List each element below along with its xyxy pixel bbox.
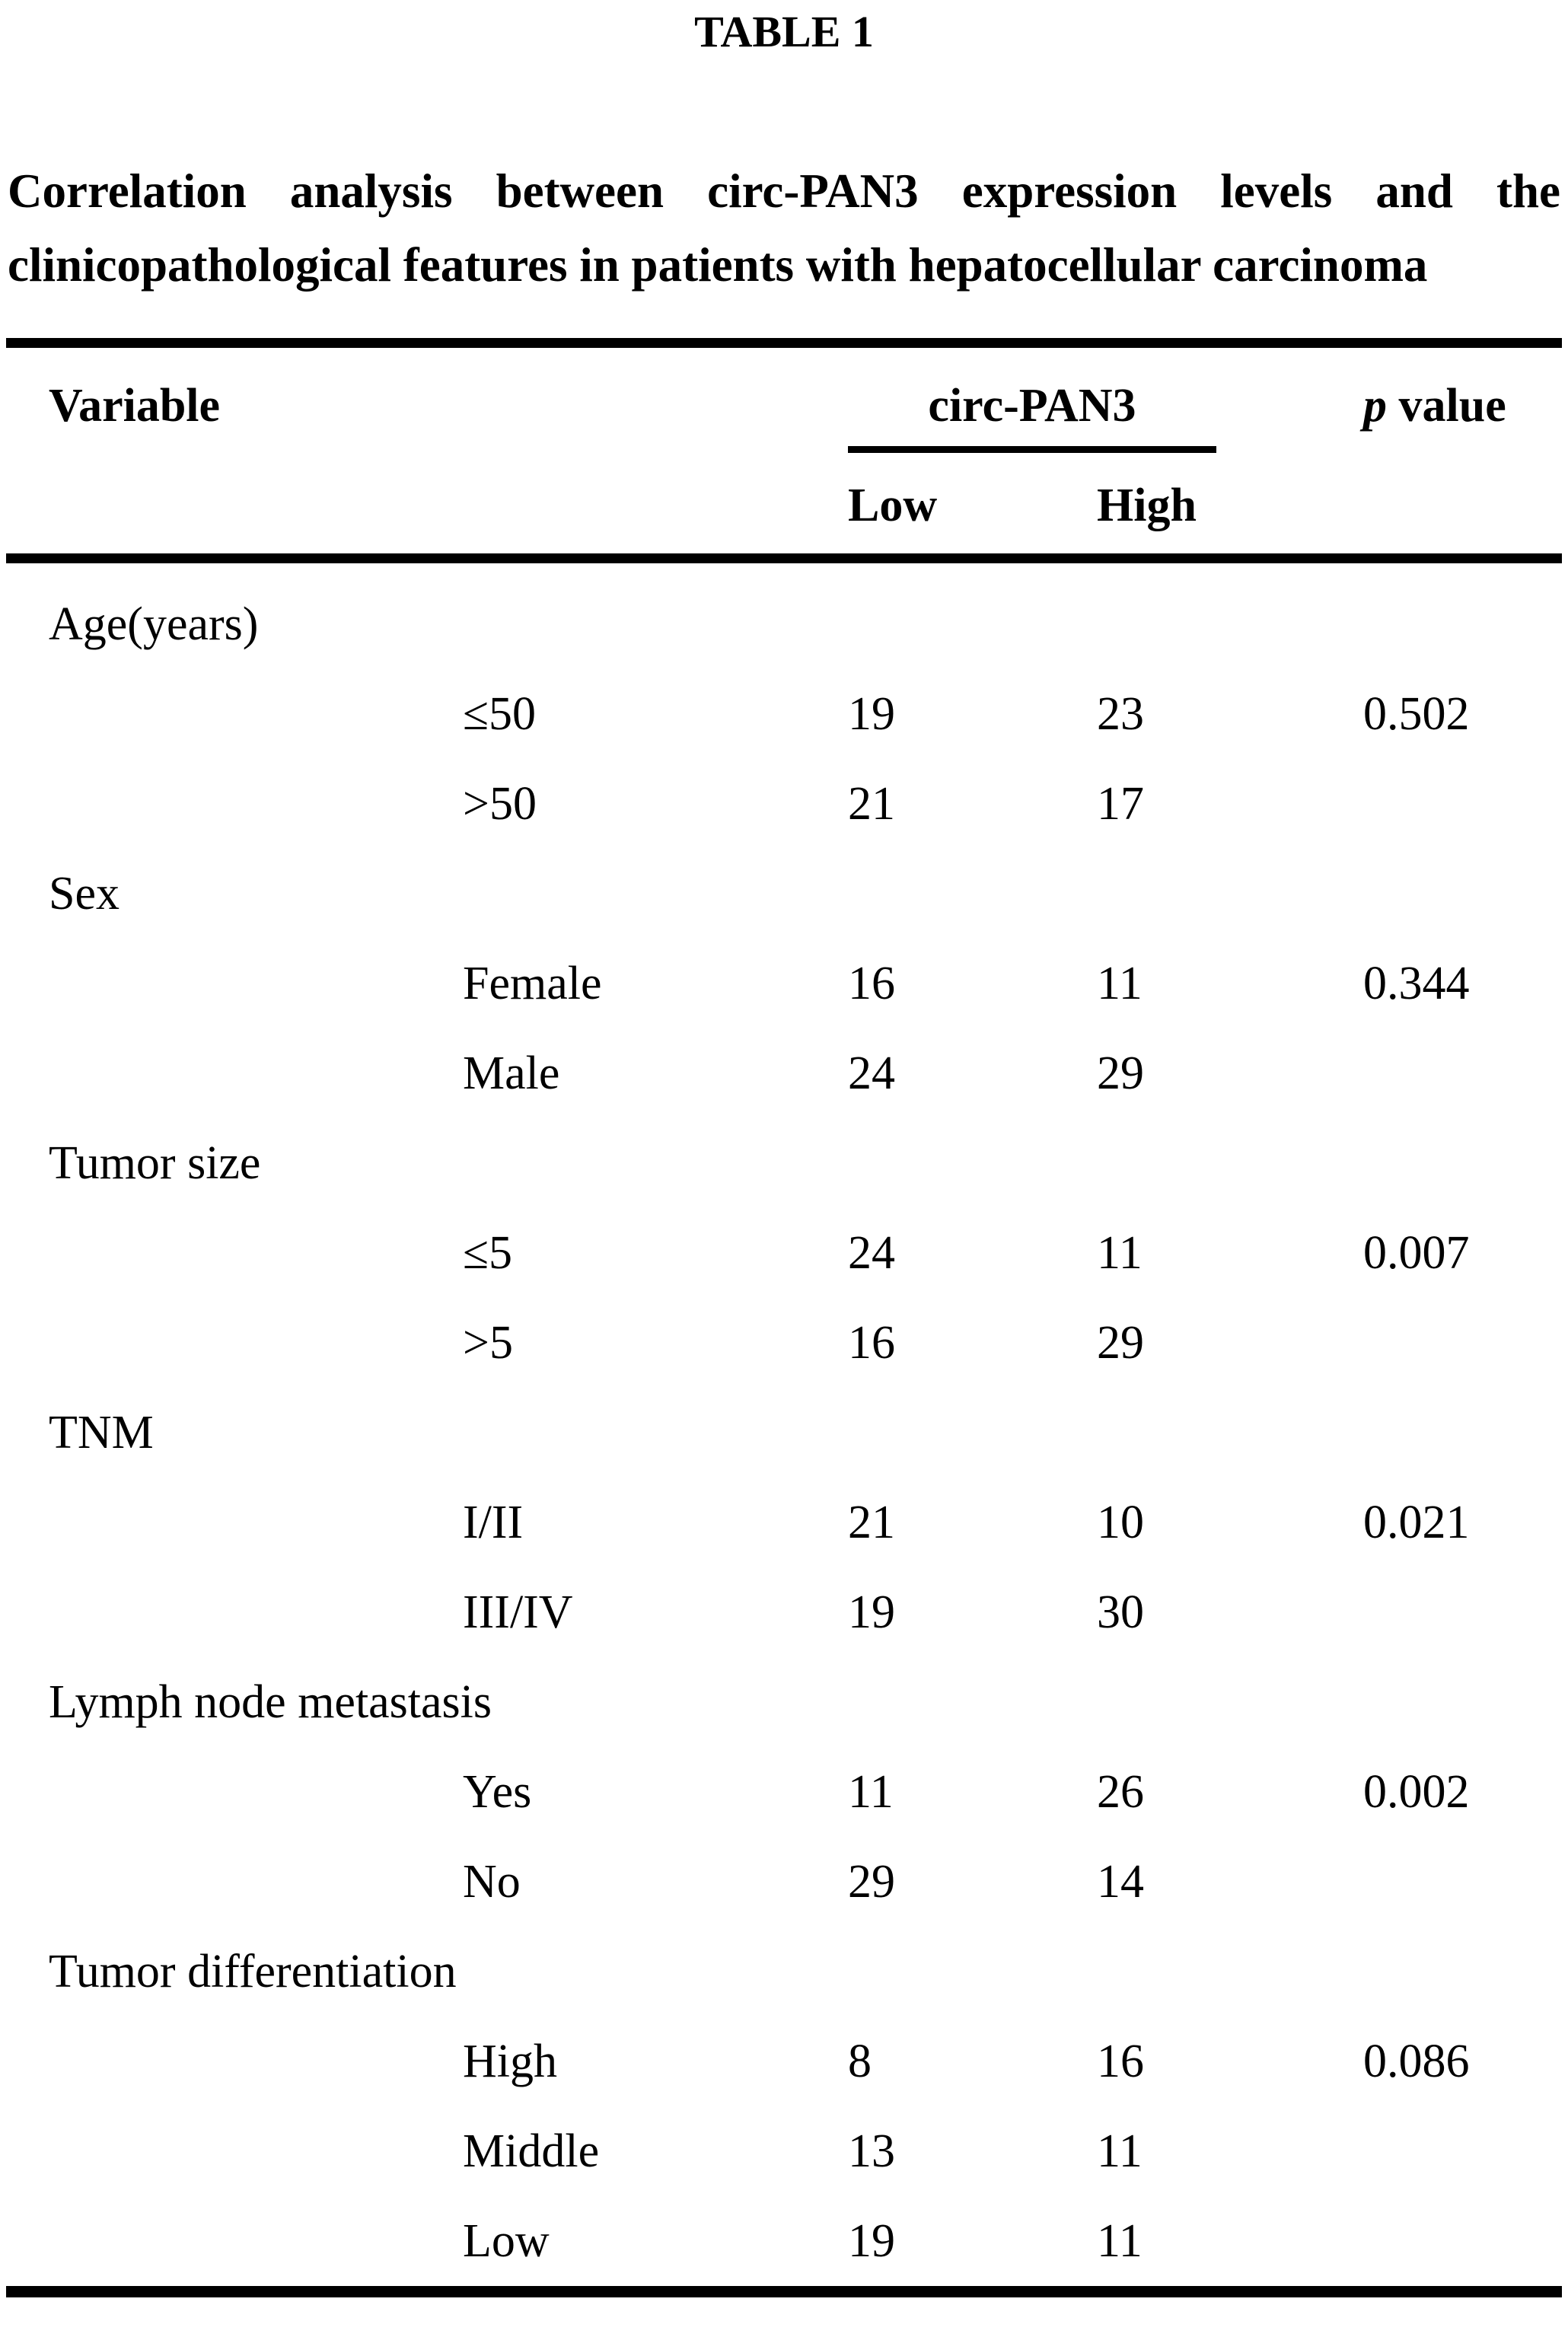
cell-pvalue	[1362, 759, 1562, 849]
data-row: Low 19 11	[6, 2196, 1562, 2286]
row-category: ≤50	[463, 687, 537, 740]
cell-pvalue: 0.502	[1363, 687, 1470, 740]
data-row: I/II 21 10 0.021	[6, 1478, 1562, 1567]
data-row: Male 24 29	[6, 1028, 1562, 1118]
cell-pvalue	[1362, 1028, 1562, 1118]
cell-high: 29	[1097, 1316, 1144, 1369]
table-container: Variable circ-PAN3 p value Low High Age(…	[6, 337, 1562, 2298]
cell-low: 19	[848, 687, 895, 740]
cell-low: 29	[848, 1855, 895, 1908]
cell-pvalue	[1362, 2106, 1562, 2196]
group-label: Sex	[49, 867, 120, 920]
p-rest: value	[1398, 379, 1506, 432]
cell-pvalue	[1362, 2196, 1562, 2286]
cell-high: 11	[1097, 2214, 1143, 2267]
cell-pvalue: 0.086	[1363, 2035, 1470, 2087]
group-row-sex: Sex	[6, 849, 1562, 939]
cell-pvalue: 0.344	[1363, 957, 1470, 1009]
table-caption: Correlation analysis between circ-PAN3 e…	[8, 164, 1560, 292]
data-row: Female 16 11 0.344	[6, 939, 1562, 1028]
group-label: Lymph node metastasis	[49, 1675, 492, 1728]
cell-high: 10	[1097, 1496, 1144, 1548]
cell-high: 11	[1097, 2125, 1143, 2177]
col-header-pvalue: p value	[1362, 348, 1562, 454]
cell-high: 11	[1097, 1226, 1143, 1279]
cell-high: 17	[1097, 777, 1144, 830]
cell-low: 13	[848, 2125, 895, 2177]
group-row-age: Age(years)	[6, 559, 1562, 670]
cell-low: 24	[848, 1047, 895, 1099]
cell-pvalue	[1362, 1567, 1562, 1657]
data-row: Yes 11 26 0.002	[6, 1747, 1562, 1837]
data-row: >50 21 17	[6, 759, 1562, 849]
cell-low: 11	[848, 1765, 894, 1818]
table-number: TABLE 1	[694, 7, 874, 56]
header-row-top: Variable circ-PAN3 p value	[6, 348, 1562, 454]
group-label: Tumor size	[49, 1137, 261, 1189]
cell-high: 14	[1097, 1855, 1144, 1908]
row-category: Middle	[463, 2125, 600, 2177]
data-row: ≤50 19 23 0.502	[6, 669, 1562, 759]
cell-pvalue: 0.007	[1363, 1226, 1470, 1279]
cell-pvalue: 0.021	[1363, 1496, 1470, 1548]
group-label: TNM	[49, 1406, 154, 1459]
cell-pvalue	[1362, 1298, 1562, 1388]
cell-high: 30	[1097, 1586, 1144, 1638]
row-category: I/II	[463, 1496, 524, 1548]
row-category: >5	[463, 1316, 513, 1369]
cell-low: 21	[848, 1496, 895, 1548]
row-category: ≤5	[463, 1226, 513, 1279]
cell-low: 19	[848, 2214, 895, 2267]
data-row: ≤5 24 11 0.007	[6, 1208, 1562, 1298]
data-row: No 29 14	[6, 1837, 1562, 1927]
cell-low: 8	[848, 2035, 872, 2087]
group-row-tumor-size: Tumor size	[6, 1118, 1562, 1208]
data-row: Middle 13 11	[6, 2106, 1562, 2196]
row-category: Female	[463, 957, 602, 1009]
data-row: >5 16 29	[6, 1298, 1562, 1388]
header-row-sub: Low High	[6, 453, 1562, 564]
row-category: Male	[463, 1047, 560, 1099]
p-italic: p	[1363, 379, 1387, 432]
cell-low: 16	[848, 1316, 895, 1369]
group-row-differentiation: Tumor differentiation	[6, 1927, 1562, 2017]
cell-high: 16	[1097, 2035, 1144, 2087]
col-header-group: circ-PAN3	[847, 348, 1362, 454]
group-row-tnm: TNM	[6, 1388, 1562, 1478]
cell-low: 16	[848, 957, 895, 1009]
row-category: III/IV	[463, 1586, 573, 1638]
row-category: No	[463, 1855, 521, 1908]
col-header-low: Low	[847, 453, 1096, 564]
cell-low: 21	[848, 777, 895, 830]
row-category: High	[463, 2035, 557, 2087]
group-row-lymph: Lymph node metastasis	[6, 1657, 1562, 1747]
cell-high: 29	[1097, 1047, 1144, 1099]
cell-high: 11	[1097, 957, 1143, 1009]
cell-pvalue: 0.002	[1363, 1765, 1470, 1818]
cell-low: 24	[848, 1226, 895, 1279]
cell-high: 23	[1097, 687, 1144, 740]
table-body: Age(years) ≤50 19 23 0.502 >50 21 17 Sex	[6, 559, 1562, 2287]
clinical-correlation-table: Variable circ-PAN3 p value Low High Age(…	[6, 348, 1562, 2286]
group-label: Age(years)	[49, 598, 259, 650]
row-category: Low	[463, 2214, 550, 2267]
data-row: High 8 16 0.086	[6, 2017, 1562, 2106]
table-header: Variable circ-PAN3 p value Low High	[6, 348, 1562, 564]
row-category: >50	[463, 777, 537, 830]
col-header-variable: Variable	[49, 379, 221, 432]
data-row: III/IV 19 30	[6, 1567, 1562, 1657]
group-label: Tumor differentiation	[49, 1945, 457, 1997]
cell-low: 19	[848, 1586, 895, 1638]
row-category: Yes	[463, 1765, 532, 1818]
col-header-high: High	[1096, 453, 1362, 564]
cell-pvalue	[1362, 1837, 1562, 1927]
col-header-circ-pan3: circ-PAN3	[848, 381, 1216, 453]
cell-high: 26	[1097, 1765, 1144, 1818]
